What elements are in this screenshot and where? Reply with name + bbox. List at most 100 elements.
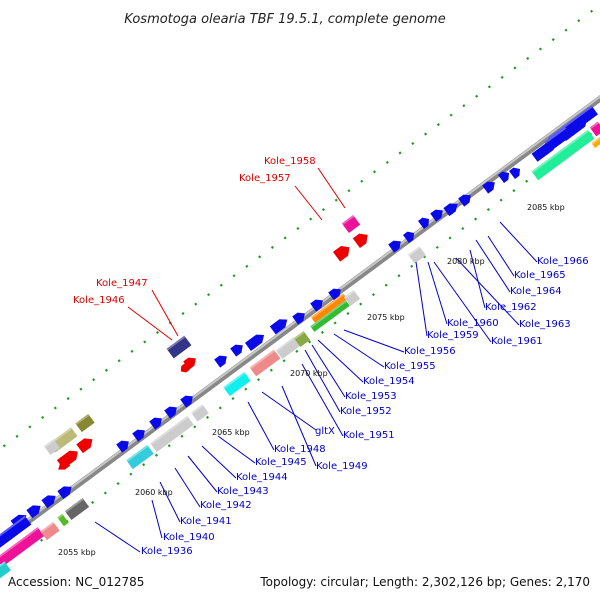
gene-arrow[interactable] (116, 437, 132, 453)
gene-feature[interactable] (0, 561, 11, 579)
gene-feature[interactable] (43, 439, 61, 455)
gene-label[interactable]: Kole_1942 (200, 500, 252, 511)
gene-arrow[interactable] (458, 191, 474, 207)
tick-mark (143, 340, 147, 344)
bottom-gene-labels: Kole_1936 Kole_1940 Kole_1941 Kole_1942 … (141, 256, 589, 557)
gene-label[interactable]: Kole_1946 (73, 295, 125, 306)
gene-label[interactable]: Kole_1947 (96, 278, 148, 289)
gene-feature[interactable] (126, 444, 154, 470)
gene-label[interactable]: Kole_1966 (537, 256, 589, 267)
tick-mark (359, 302, 363, 306)
gene-arrow[interactable] (443, 200, 460, 217)
tick-mark (398, 151, 402, 155)
gene-feature[interactable] (191, 404, 209, 422)
gene-arrow[interactable] (388, 237, 404, 253)
gene-label[interactable]: Kole_1936 (141, 546, 193, 557)
gene-label[interactable]: Kole_1962 (485, 302, 537, 313)
gene-label[interactable]: Kole_1941 (180, 516, 232, 527)
gene-label[interactable]: Kole_1963 (519, 319, 571, 330)
gene-label[interactable]: Kole_1953 (345, 391, 397, 402)
gene-arrow[interactable] (26, 502, 43, 519)
gene-arrow[interactable] (76, 435, 95, 454)
gene-feature[interactable] (57, 513, 69, 527)
gene-arrow[interactable] (57, 483, 74, 500)
gene-feature[interactable] (64, 498, 90, 520)
leader-line (433, 261, 492, 343)
gene-label[interactable]: Kole_1948 (274, 444, 326, 455)
gene-arrow[interactable] (430, 206, 446, 222)
gene-feature[interactable] (531, 129, 595, 181)
gene-feature[interactable] (544, 126, 572, 152)
gene-label[interactable]: gltX (315, 426, 335, 437)
gene-arrow[interactable] (509, 165, 523, 179)
gene-label[interactable]: Kole_1952 (340, 406, 392, 417)
leader-line (415, 261, 428, 337)
gene-feature[interactable] (40, 521, 60, 541)
leader-line (247, 401, 275, 451)
gene-feature[interactable] (275, 337, 301, 359)
gene-arrow[interactable] (352, 230, 371, 248)
gene-arrow[interactable] (180, 392, 196, 408)
gene-arrow[interactable] (132, 426, 148, 442)
gene-arrow[interactable] (403, 229, 417, 243)
gene-arrow[interactable] (292, 309, 308, 325)
leader-line (304, 349, 341, 413)
gene-feature[interactable] (310, 300, 350, 332)
gene-arrow[interactable] (164, 403, 180, 419)
gene-label[interactable]: Kole_1944 (236, 472, 288, 483)
gene-label[interactable]: Kole_1943 (217, 486, 269, 497)
gene-arrow[interactable] (244, 331, 267, 351)
gene-feature[interactable] (0, 515, 32, 549)
gene-arrow[interactable] (214, 352, 230, 368)
gene-label[interactable]: Kole_1960 (447, 318, 499, 329)
gene-feature[interactable] (223, 371, 251, 397)
gene-arrow[interactable] (178, 363, 190, 374)
gene-label[interactable]: Kole_1951 (343, 430, 395, 441)
gene-label[interactable]: Kole_1945 (255, 457, 307, 468)
leader-line (174, 467, 201, 508)
gene-arrow[interactable] (482, 178, 498, 194)
gene-feature[interactable] (166, 335, 192, 359)
gene-arrow[interactable] (269, 316, 290, 335)
tick-mark (436, 123, 440, 127)
gene-arrow[interactable] (149, 414, 165, 430)
gene-arrow[interactable] (418, 215, 432, 229)
tick-mark (309, 217, 313, 221)
gene-label[interactable]: Kole_1964 (510, 286, 562, 297)
topology-summary: Topology: circular; Length: 2,302,126 bp… (259, 575, 590, 589)
gene-feature[interactable] (343, 290, 361, 306)
gene-arrow[interactable] (56, 459, 71, 473)
gene-feature[interactable] (589, 121, 600, 137)
gene-label[interactable]: Kole_1954 (363, 376, 415, 387)
gene-arrow[interactable] (498, 169, 512, 183)
gene-arrow[interactable] (183, 354, 199, 370)
gene-feature[interactable] (249, 349, 281, 377)
gene-label[interactable]: Kole_1957 (239, 173, 291, 184)
tick-mark (104, 368, 108, 372)
gene-feature[interactable] (310, 293, 348, 323)
gene-arrow[interactable] (310, 296, 326, 312)
gene-arrow[interactable] (230, 341, 246, 357)
tick-mark (461, 226, 465, 231)
leader-line (499, 221, 538, 263)
gene-label[interactable]: Kole_1959 (427, 330, 479, 341)
gene-feature[interactable] (408, 246, 426, 264)
gene-feature[interactable] (341, 215, 361, 233)
gene-label[interactable]: Kole_1956 (404, 346, 456, 357)
gene-feature[interactable] (150, 415, 194, 453)
gene-feature[interactable] (293, 331, 311, 347)
gene-label[interactable]: Kole_1955 (384, 361, 436, 372)
gene-feature[interactable] (75, 413, 95, 433)
gene-label[interactable]: Kole_1965 (514, 270, 566, 281)
gene-label[interactable]: Kole_1961 (491, 336, 543, 347)
gene-label[interactable]: Kole_1958 (264, 156, 316, 167)
gene-feature[interactable] (0, 527, 45, 567)
tick-mark (181, 311, 185, 316)
kbp-marker: 2070 kbp (290, 369, 328, 378)
gene-arrow[interactable] (41, 492, 58, 509)
kbp-marker: 2080 kbp (447, 257, 485, 266)
leader-line (94, 521, 141, 553)
gene-label[interactable]: Kole_1949 (316, 461, 368, 472)
gene-label[interactable]: Kole_1940 (163, 532, 215, 543)
gene-arrow[interactable] (333, 242, 353, 262)
